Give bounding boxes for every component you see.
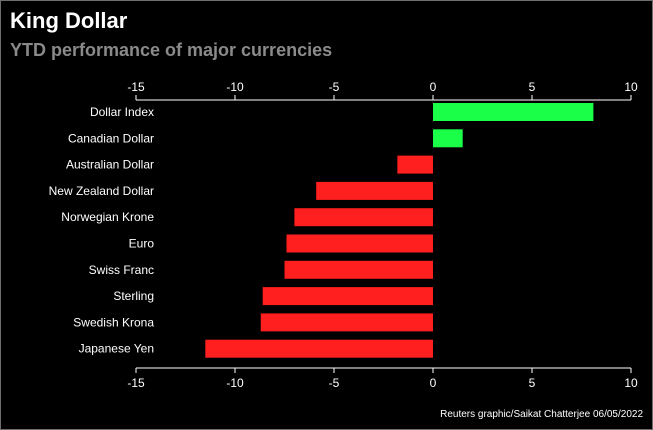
category-labels: Dollar Index Canadian Dollar Australian Do… (49, 105, 155, 356)
top-tick-label: 0 (430, 80, 437, 94)
category-label: Euro (129, 237, 155, 251)
bottom-tick-label: 5 (529, 376, 536, 390)
bar (286, 234, 433, 253)
bar (262, 287, 433, 306)
chart-title: King Dollar (10, 8, 128, 33)
bar (397, 155, 433, 174)
bottom-tick-label: -5 (329, 376, 340, 390)
bar (316, 181, 433, 200)
chart-subtitle: YTD performance of major currencies (10, 40, 333, 60)
top-tick-label: 10 (624, 80, 638, 94)
bar (284, 260, 433, 279)
top-tick-label: -5 (329, 80, 340, 94)
bottom-tick-label: 0 (430, 376, 437, 390)
bar (205, 339, 433, 358)
bottom-tick-label: 10 (624, 376, 638, 390)
bottom-tick-label: -10 (226, 376, 244, 390)
category-label: Norwegian Krone (61, 210, 154, 224)
bottom-tick-label: -15 (127, 376, 145, 390)
bottom-axis: -15 -10 -5 0 5 10 (127, 367, 638, 390)
category-label: Australian Dollar (66, 158, 154, 172)
category-label: Swedish Krona (73, 315, 154, 329)
category-label: Canadian Dollar (68, 131, 154, 145)
category-label: Swiss Franc (89, 263, 154, 277)
bar (260, 313, 433, 332)
bars (205, 103, 594, 358)
category-label: Dollar Index (90, 105, 154, 119)
category-label: Japanese Yen (79, 342, 154, 356)
category-label: Sterling (113, 289, 154, 303)
top-tick-label: -15 (127, 80, 145, 94)
top-tick-label: 5 (529, 80, 536, 94)
category-label: New Zealand Dollar (49, 184, 154, 198)
bar (294, 208, 433, 227)
top-axis: -15 -10 -5 0 5 10 (127, 80, 638, 101)
bar (433, 103, 594, 121)
source-credit: Reuters graphic/Saikat Chatterjee 06/05/… (440, 409, 643, 420)
bar (433, 129, 463, 148)
top-tick-label: -10 (226, 80, 244, 94)
